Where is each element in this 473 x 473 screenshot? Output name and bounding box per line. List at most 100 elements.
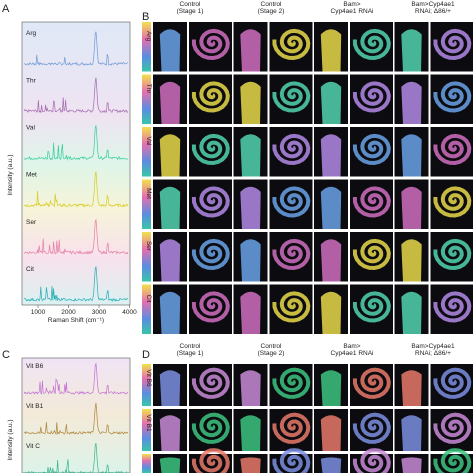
spectrum-trace: [23, 266, 129, 302]
spectrum-trace: [23, 31, 129, 66]
tissue: [191, 412, 230, 444]
tissue: [320, 239, 342, 282]
tissue: [240, 457, 261, 473]
row-label: Thr: [145, 84, 152, 95]
tissue: [433, 291, 472, 323]
tissue: [159, 29, 181, 72]
tissue: [272, 28, 311, 61]
tissue: [191, 367, 230, 399]
row-label: Val: [145, 137, 152, 146]
row-label: Vit B1: [145, 414, 152, 432]
tissue: [433, 133, 472, 166]
row-label: Ser: [145, 241, 152, 252]
tissue: [240, 370, 261, 406]
tissue: [433, 28, 472, 61]
column-header: RNAi; Δ86/+: [415, 350, 451, 357]
tissue: [159, 186, 181, 229]
column-header: Cyp4ae1 RNAi: [331, 8, 374, 15]
tissue: [272, 133, 311, 166]
tissue: [320, 81, 342, 124]
tissue: [433, 186, 472, 218]
column-header: Control: [180, 1, 202, 8]
tissue: [191, 81, 230, 113]
tissue: [191, 291, 230, 323]
x-tick-label: 4000: [122, 309, 137, 316]
tissue: [433, 238, 472, 271]
trace-label: Vit C: [26, 443, 40, 450]
tissue: [352, 186, 391, 218]
tissue: [159, 81, 181, 124]
column-header: Control: [261, 1, 283, 8]
panel-label: A: [2, 3, 10, 15]
spectrum-trace: [23, 125, 129, 161]
tissue: [240, 239, 261, 282]
tissue: [433, 448, 472, 473]
tissue: [159, 457, 181, 473]
tissue: [401, 239, 422, 282]
trace-label: Val: [26, 125, 35, 132]
tissue: [352, 291, 391, 323]
tissue: [401, 415, 422, 451]
trace-label: Ser: [26, 219, 37, 226]
tissue: [272, 412, 311, 444]
spectrum-trace: [23, 402, 129, 436]
column-header: RNAi; Δ86/+: [415, 8, 451, 15]
tissue: [352, 448, 391, 473]
column-header: (Stage 1): [177, 350, 204, 357]
tissue: [433, 367, 472, 399]
tissue: [272, 291, 311, 323]
column-header: Bam>Cyp4ae1: [411, 1, 455, 8]
color-strip: [142, 74, 151, 124]
x-axis-label: Raman Shift (cm⁻¹): [48, 317, 104, 324]
trace-label: Vit B6: [26, 363, 44, 370]
spectrum-trace: [24, 218, 129, 255]
tissue: [272, 238, 311, 271]
row-label: Arg: [145, 31, 152, 42]
tissue: [159, 415, 181, 451]
tissue: [240, 291, 261, 334]
plot-frame: [21, 357, 131, 473]
tissue: [433, 81, 472, 113]
tissue: [401, 81, 422, 124]
color-strip: [142, 232, 151, 282]
column-header: Control: [261, 343, 283, 350]
color-strip: [142, 454, 151, 473]
tissue: [159, 291, 181, 334]
panel-label: D: [142, 349, 150, 361]
plot-frame: [21, 21, 131, 306]
tissue: [240, 81, 261, 124]
trace-label: Cit: [26, 266, 34, 273]
tissue: [240, 29, 261, 72]
column-header: Bam>Cyp4ae1: [411, 343, 455, 350]
column-header: (Stage 2): [258, 350, 285, 357]
column-header: Bam>: [343, 343, 360, 350]
color-strip: [142, 127, 151, 177]
column-header: Bam>: [343, 1, 360, 8]
color-strip: [142, 364, 151, 406]
x-tick-label: 3000: [92, 309, 107, 316]
tissue: [320, 415, 342, 451]
row-label: Vit B6: [145, 369, 152, 387]
tissue: [320, 134, 342, 177]
color-strip: [142, 284, 151, 334]
tissue: [352, 412, 391, 444]
tissue: [401, 134, 422, 177]
trace-label: Vit B1: [26, 403, 44, 410]
spectrum-trace: [23, 171, 129, 208]
tissue: [401, 291, 422, 334]
tissue: [240, 186, 261, 229]
tissue: [159, 370, 181, 406]
y-axis-label: Intensity (a.u.): [7, 419, 14, 460]
tissue: [159, 134, 181, 177]
tissue: [320, 29, 342, 72]
tissue: [191, 448, 230, 473]
y-axis-label: Intensity (a.u.): [7, 154, 14, 195]
x-tick-label: 2000: [61, 309, 76, 316]
tissue: [401, 29, 422, 72]
row-label: Cit: [145, 295, 152, 303]
tissue: [272, 186, 311, 218]
trace-label: Thr: [26, 77, 37, 84]
tissue: [401, 370, 422, 406]
tissue: [191, 133, 230, 166]
